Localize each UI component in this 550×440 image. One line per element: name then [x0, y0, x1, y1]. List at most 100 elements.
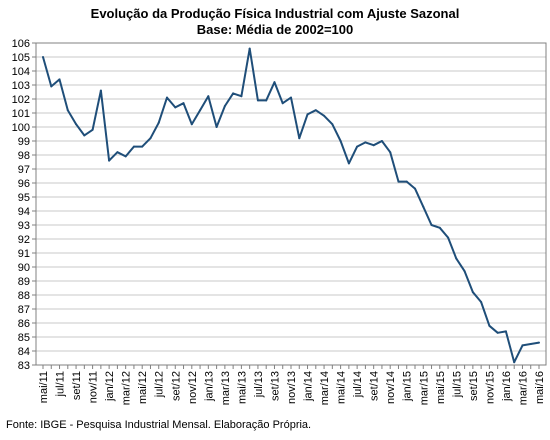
data-point	[215, 126, 218, 128]
data-point	[356, 145, 359, 148]
y-tick-label: 99	[18, 136, 30, 148]
x-tick-label: mai/15	[435, 371, 447, 404]
data-point	[182, 102, 185, 105]
y-tick-label: 102	[12, 94, 30, 106]
data-point	[149, 137, 152, 140]
x-tick-label: set/13	[269, 371, 281, 401]
data-point	[166, 96, 168, 99]
data-point	[199, 109, 202, 112]
x-tick-label: mai/11	[38, 371, 50, 403]
data-point	[265, 99, 268, 102]
data-point	[83, 134, 86, 137]
x-tick-label: mar/16	[517, 371, 529, 405]
y-tick-label: 101	[12, 108, 30, 120]
y-tick-label: 105	[12, 52, 30, 64]
data-point	[513, 361, 516, 364]
data-point	[298, 137, 301, 140]
data-point	[521, 344, 524, 347]
data-point	[380, 140, 383, 142]
data-point	[223, 105, 226, 107]
x-tick-label: jan/16	[501, 371, 513, 402]
data-point	[248, 47, 251, 50]
y-tick-label: 87	[18, 304, 30, 316]
data-point	[339, 140, 342, 142]
x-tick-label: mai/13	[236, 371, 248, 404]
y-tick-label: 94	[18, 206, 30, 218]
data-point	[438, 226, 441, 229]
data-point	[463, 270, 466, 273]
x-tick-label: mai/14	[336, 371, 348, 404]
x-tick-label: set/11	[71, 371, 83, 400]
x-tick-label: mai/12	[137, 371, 149, 404]
data-point	[132, 145, 135, 148]
y-tick-label: 97	[18, 164, 30, 176]
x-tick-label: mar/15	[418, 371, 430, 405]
data-point	[157, 121, 160, 124]
data-point	[124, 155, 127, 158]
data-point	[471, 291, 474, 294]
x-tick-label: nov/11	[88, 371, 100, 403]
data-point	[389, 151, 392, 154]
x-tick-label: jul/12	[154, 371, 166, 398]
data-point	[190, 123, 193, 126]
x-tick-label: jul/13	[253, 371, 265, 398]
x-tick-label: mar/14	[319, 371, 331, 405]
data-point	[422, 205, 425, 208]
y-tick-label: 92	[18, 234, 30, 246]
y-tick-label: 85	[18, 332, 30, 344]
y-tick-label: 100	[12, 122, 30, 134]
data-point	[504, 330, 507, 333]
data-point	[314, 109, 317, 112]
x-tick-label: nov/12	[187, 371, 199, 404]
data-point	[306, 113, 309, 116]
x-tick-label: mar/12	[121, 371, 133, 405]
data-point	[256, 99, 259, 102]
data-point	[99, 89, 102, 92]
y-tick-label: 84	[18, 346, 30, 358]
data-point	[480, 301, 483, 303]
x-tick-label: set/15	[468, 371, 480, 401]
data-point	[207, 95, 210, 98]
x-tick-label: jul/14	[352, 371, 364, 398]
data-point	[174, 106, 177, 109]
x-tick-label: nov/14	[385, 371, 397, 404]
data-point	[273, 81, 276, 84]
data-point	[58, 78, 61, 81]
x-tick-label: mar/13	[220, 371, 232, 405]
data-point	[66, 109, 69, 112]
y-tick-label: 103	[12, 80, 30, 92]
data-point	[372, 144, 375, 147]
data-point	[397, 180, 400, 183]
data-point	[141, 145, 144, 148]
data-point	[455, 257, 458, 260]
y-tick-label: 104	[12, 66, 30, 78]
data-point	[430, 224, 433, 226]
x-tick-label: nov/15	[484, 371, 496, 404]
source-note: Fonte: IBGE - Pesquisa Industrial Mensal…	[6, 419, 312, 431]
y-tick-label: 96	[18, 178, 30, 190]
y-tick-label: 89	[18, 276, 30, 288]
chart-title: Evolução da Produção Física Industrial c…	[90, 6, 460, 21]
data-point	[496, 331, 499, 334]
data-point	[240, 95, 243, 98]
data-point	[75, 123, 78, 126]
y-tick-label: 95	[18, 192, 30, 204]
y-tick-label: 88	[18, 290, 30, 302]
data-point	[290, 96, 292, 99]
data-point	[91, 128, 94, 131]
x-tick-label: jan/14	[303, 371, 315, 402]
chart-subtitle: Base: Média de 2002=100	[196, 22, 354, 37]
y-tick-label: 90	[18, 262, 30, 274]
x-tick-label: nov/13	[286, 371, 298, 404]
y-tick-label: 86	[18, 318, 30, 330]
series-line	[42, 47, 540, 364]
data-point	[364, 141, 367, 144]
data-point	[414, 187, 416, 190]
data-point	[347, 162, 350, 165]
x-tick-label: jul/15	[451, 371, 463, 398]
x-tick-label: mai/16	[534, 371, 546, 404]
y-tick-label: 98	[18, 150, 30, 162]
data-point	[538, 341, 540, 344]
x-tick-label: set/14	[369, 371, 381, 401]
